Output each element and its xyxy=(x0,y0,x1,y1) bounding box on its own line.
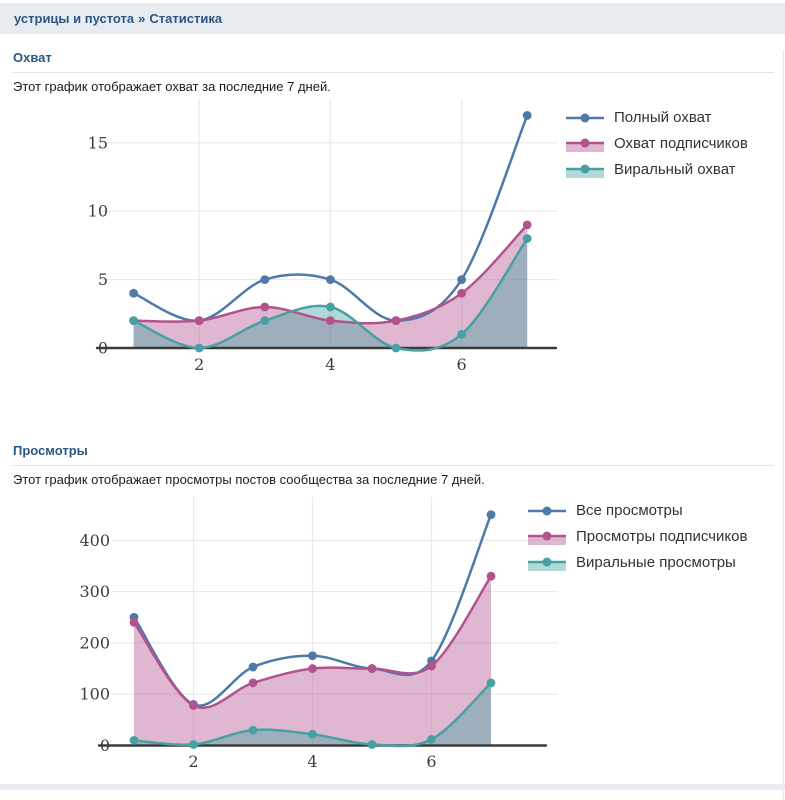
svg-text:2: 2 xyxy=(194,355,204,374)
svg-text:0: 0 xyxy=(100,736,110,755)
reach-legend: Полный охват Охват подписчиков Виральный… xyxy=(566,109,748,187)
legend-label: Виральные просмотры xyxy=(576,554,736,571)
section-description-views: Этот график отображает просмотры постов … xyxy=(13,472,485,487)
breadcrumb-current-page: Статистика xyxy=(149,11,223,26)
views-legend: Все просмотры Просмотры подписчиков Вира… xyxy=(528,502,747,580)
line-dot-fill-marker-icon xyxy=(566,164,604,178)
legend-item-viral-views: Виральные просмотры xyxy=(528,554,747,571)
next-section-bar xyxy=(0,784,785,790)
svg-text:6: 6 xyxy=(457,355,467,374)
breadcrumb: устрицы и пустота» Статистика xyxy=(0,3,785,34)
line-dot-marker-icon xyxy=(566,113,604,122)
svg-text:100: 100 xyxy=(79,685,110,704)
line-dot-fill-marker-icon xyxy=(566,138,604,152)
svg-text:6: 6 xyxy=(426,752,436,771)
line-dot-marker-icon xyxy=(528,506,566,515)
breadcrumb-community-link[interactable]: устрицы и пустота xyxy=(14,11,135,26)
svg-text:4: 4 xyxy=(325,355,335,374)
svg-text:4: 4 xyxy=(307,752,317,771)
legend-item-viral-reach: Виральный охват xyxy=(566,161,748,178)
views-chart-area: 0 100 200 300 400 2 4 6 Все просмотры Просмотры… xyxy=(0,490,783,790)
legend-label: Все просмотры xyxy=(576,502,683,519)
svg-text:15: 15 xyxy=(88,133,108,152)
svg-text:5: 5 xyxy=(98,270,108,289)
legend-label: Полный охват xyxy=(614,109,712,126)
legend-item-subscriber-reach: Охват подписчиков xyxy=(566,135,748,152)
svg-text:400: 400 xyxy=(79,531,110,550)
reach-chart: 0 5 10 15 2 4 6 xyxy=(88,99,558,374)
svg-text:2: 2 xyxy=(188,752,198,771)
section-title-reach: Охват xyxy=(13,50,774,73)
svg-text:10: 10 xyxy=(88,202,108,221)
line-dot-fill-marker-icon xyxy=(528,557,566,571)
legend-item-full-reach: Полный охват xyxy=(566,109,748,126)
breadcrumb-separator: » xyxy=(138,11,146,26)
svg-text:0: 0 xyxy=(98,339,108,358)
top-gap xyxy=(0,0,785,3)
legend-label: Просмотры подписчиков xyxy=(576,528,748,545)
svg-text:200: 200 xyxy=(79,633,110,652)
line-dot-fill-marker-icon xyxy=(528,531,566,545)
svg-text:300: 300 xyxy=(79,582,110,601)
legend-label: Охват подписчиков xyxy=(614,135,748,152)
views-chart: 0 100 200 300 400 2 4 6 xyxy=(79,497,558,771)
content-area: Охват Этот график отображает охват за по… xyxy=(0,50,784,800)
legend-label: Виральный охват xyxy=(614,161,736,178)
reach-chart-area: 0 5 10 15 2 4 6 Полный охват Охват подписчиков… xyxy=(0,97,783,397)
section-title-views: Просмотры xyxy=(13,443,774,466)
legend-item-subscriber-views: Просмотры подписчиков xyxy=(528,528,747,545)
section-description-reach: Этот график отображает охват за последни… xyxy=(13,79,331,94)
legend-item-all-views: Все просмотры xyxy=(528,502,747,519)
